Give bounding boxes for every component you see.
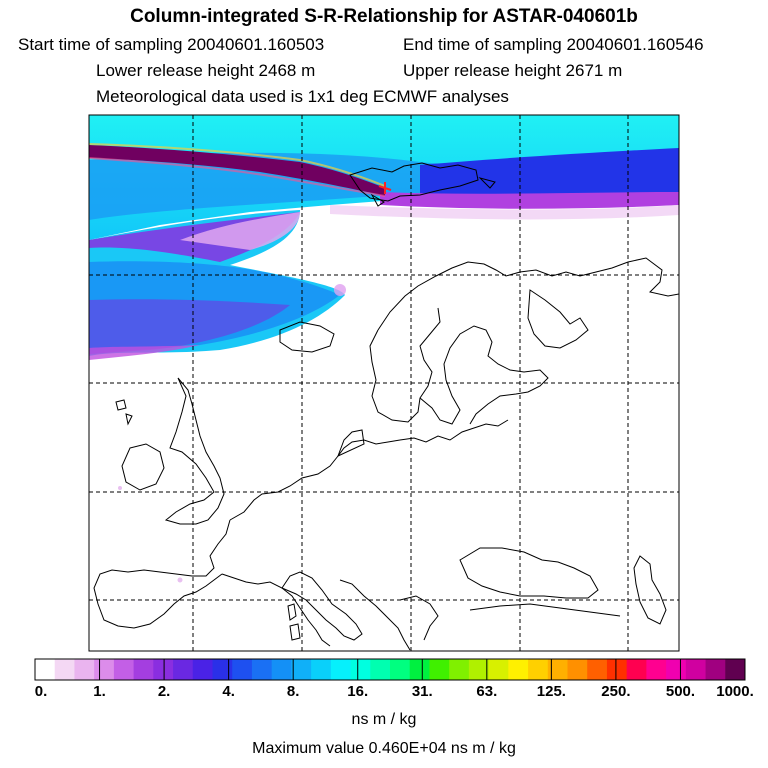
coastlines xyxy=(93,162,679,651)
colorbar-swatch xyxy=(54,659,75,680)
colorbar-tick-label: 1. xyxy=(93,683,106,700)
colorbar-swatch xyxy=(567,659,588,680)
plume-purple-edge xyxy=(380,192,679,209)
colorbar-swatch xyxy=(409,659,430,680)
concentration-field xyxy=(89,115,679,583)
colorbar-swatch xyxy=(74,659,95,680)
colorbar-swatch xyxy=(173,659,194,680)
colorbar-swatch xyxy=(468,659,490,680)
lat-lon-grid xyxy=(89,115,679,651)
colorbar-swatch xyxy=(153,659,174,680)
maximum-value-label: Maximum value 0.460E+04 ns m / kg xyxy=(252,740,516,757)
colorbar-frame xyxy=(34,658,746,681)
start-time-label: Start time of sampling 20040601.160503 xyxy=(18,35,325,54)
colorbar-units: ns m / kg xyxy=(351,711,417,728)
colorbar-tick-label: 500. xyxy=(665,683,696,700)
colorbar-tick-label: 4. xyxy=(222,683,235,700)
colorbar-swatch xyxy=(626,659,647,680)
colorbar-swatch xyxy=(192,659,213,680)
lower-height-label: Lower release height 2468 m xyxy=(96,61,316,80)
colorbar-swatch xyxy=(587,659,608,680)
colorbar-swatch xyxy=(547,659,568,680)
colorbar-tick-label: 0. xyxy=(34,683,48,700)
colorbar-swatch xyxy=(311,659,332,680)
colorbar-swatch xyxy=(646,659,667,680)
colorbar-swatch xyxy=(705,659,726,680)
colorbar-swatch xyxy=(291,659,312,680)
colorbar-swatch xyxy=(488,659,509,680)
met-data-label: Meteorological data used is 1x1 deg ECMW… xyxy=(96,87,509,106)
colorbar-swatch xyxy=(133,659,154,680)
colorbar-swatch xyxy=(390,659,411,680)
colorbar-swatch xyxy=(508,659,529,680)
page-title: Column-integrated S-R-Relationship for A… xyxy=(130,6,638,27)
colorbar-swatch xyxy=(725,659,746,680)
colorbar-swatch xyxy=(271,659,292,680)
plume-high-streak xyxy=(89,145,385,196)
colorbar-swatch xyxy=(330,659,352,680)
colorbar-swatch xyxy=(35,659,56,680)
colorbar-swatch xyxy=(666,659,687,680)
colorbar-tick-label: 63. xyxy=(476,683,498,700)
colorbar-tick-label: 31. xyxy=(411,683,433,700)
map-frame xyxy=(88,114,680,652)
colorbar-swatch xyxy=(350,659,371,680)
colorbar-tick-label: 1000. xyxy=(716,683,754,700)
colorbar-tick-label: 125. xyxy=(536,683,566,700)
colorbar xyxy=(34,658,746,681)
colorbar-swatch xyxy=(212,659,233,680)
colorbar-swatch xyxy=(528,659,549,680)
end-time-label: End time of sampling 20040601.160546 xyxy=(403,35,704,54)
upper-height-label: Upper release height 2671 m xyxy=(403,61,623,80)
colorbar-swatch xyxy=(429,659,450,680)
colorbar-swatch xyxy=(113,659,135,680)
colorbar-swatch xyxy=(94,659,115,680)
colorbar-swatch xyxy=(449,659,470,680)
colorbar-swatch xyxy=(370,659,391,680)
colorbar-tick-label: 8. xyxy=(286,683,300,700)
colorbar-tick-label: 250. xyxy=(601,683,631,700)
colorbar-swatch xyxy=(685,659,707,680)
colorbar-swatch xyxy=(251,659,273,680)
colorbar-tick-label: 16. xyxy=(347,683,369,700)
colorbar-swatch xyxy=(606,659,628,680)
colorbar-tick-label: 2. xyxy=(157,683,171,700)
colorbar-swatch xyxy=(232,659,253,680)
release-point-marker xyxy=(378,182,392,194)
